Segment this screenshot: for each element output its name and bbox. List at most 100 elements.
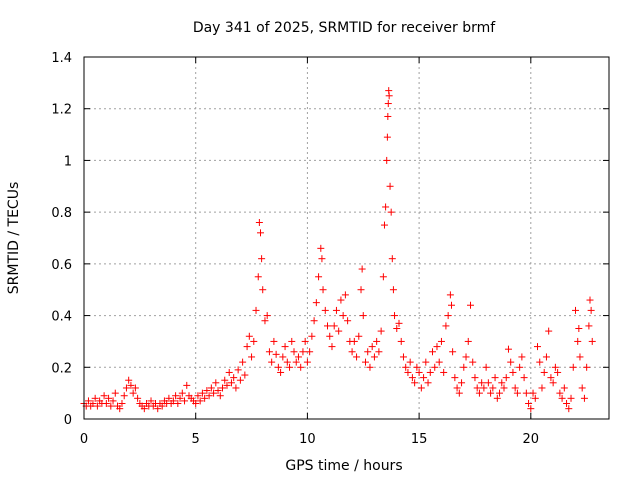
data-point — [319, 286, 327, 294]
data-point — [385, 92, 393, 100]
data-point — [556, 389, 564, 397]
data-point — [239, 358, 247, 366]
data-point — [328, 343, 336, 351]
data-point — [417, 384, 425, 392]
data-point — [332, 306, 340, 314]
data-point — [448, 301, 455, 309]
data-point — [370, 353, 378, 361]
data-point — [487, 389, 495, 397]
data-point — [588, 337, 596, 345]
data-point — [172, 392, 180, 400]
data-point — [100, 392, 108, 400]
data-point — [178, 389, 186, 397]
data-point — [84, 397, 92, 405]
data-point — [384, 100, 392, 108]
data-point — [511, 384, 519, 392]
data-point — [337, 296, 345, 304]
data-point — [384, 112, 392, 120]
data-point — [509, 368, 517, 376]
data-point — [111, 389, 119, 397]
plot-frame — [83, 56, 610, 420]
y-tick-label: 0.6 — [51, 258, 72, 273]
data-point — [574, 337, 582, 345]
data-point — [462, 353, 470, 361]
data-point — [527, 405, 535, 413]
data-point — [377, 327, 385, 335]
data-point — [388, 255, 396, 263]
data-point — [250, 337, 258, 345]
data-point — [131, 384, 139, 392]
data-point — [386, 182, 394, 190]
data-point — [290, 348, 298, 356]
data-point — [335, 327, 343, 335]
data-point — [469, 358, 477, 366]
data-point — [442, 322, 450, 330]
data-point — [205, 392, 213, 400]
data-point — [232, 384, 240, 392]
data-point — [165, 394, 173, 402]
data-point — [120, 392, 128, 400]
data-point — [279, 353, 287, 361]
data-point — [422, 358, 430, 366]
data-point — [241, 371, 249, 379]
x-axis-label: GPS time / hours — [285, 458, 402, 474]
data-point — [127, 381, 135, 389]
data-point — [415, 368, 423, 376]
data-point — [529, 389, 537, 397]
data-point — [366, 363, 374, 371]
x-tick-label: 20 — [523, 432, 540, 447]
tick-labels: 0 5 10 15 20 0 0.2 0.4 0.6 0.8 1 1.2 1.4 — [51, 51, 539, 447]
data-point — [383, 156, 391, 164]
data-point — [318, 255, 326, 263]
data-point — [294, 353, 302, 361]
data-point — [586, 296, 594, 304]
data-point — [460, 363, 468, 371]
data-point — [569, 363, 577, 371]
data-point — [364, 348, 372, 356]
data-point — [176, 394, 184, 402]
data-point — [214, 387, 222, 395]
data-point — [312, 299, 320, 307]
x-tick-label: 0 — [80, 432, 88, 447]
data-point — [353, 353, 361, 361]
data-point — [478, 379, 486, 387]
data-point — [507, 358, 515, 366]
data-point — [420, 374, 428, 382]
data-point — [317, 244, 325, 252]
data-point — [504, 345, 512, 353]
data-point — [426, 368, 434, 376]
data-point — [310, 317, 318, 325]
data-point — [578, 384, 586, 392]
data-point — [558, 394, 566, 402]
data-point — [538, 384, 546, 392]
data-point — [308, 332, 316, 340]
data-point — [580, 394, 588, 402]
data-point — [248, 353, 256, 361]
x-tick-label: 10 — [299, 432, 316, 447]
data-point — [473, 384, 481, 392]
data-point — [174, 399, 182, 407]
data-point — [227, 379, 235, 387]
data-point — [263, 312, 271, 320]
data-point — [522, 389, 530, 397]
data-point — [534, 343, 542, 351]
y-tick-label: 1.4 — [51, 51, 72, 66]
data-point — [397, 337, 405, 345]
data-point — [201, 394, 209, 402]
y-tick-label: 1 — [64, 154, 72, 169]
data-point — [192, 399, 200, 407]
data-point — [358, 265, 366, 273]
data-point — [265, 348, 273, 356]
data-point — [466, 301, 474, 309]
data-point — [169, 397, 177, 405]
data-point — [277, 368, 285, 376]
data-point — [116, 405, 124, 413]
data-point — [435, 358, 443, 366]
data-point — [118, 399, 126, 407]
data-point — [480, 384, 488, 392]
data-point — [158, 402, 166, 410]
data-point — [491, 374, 499, 382]
data-point — [554, 368, 562, 376]
data-point — [540, 368, 548, 376]
